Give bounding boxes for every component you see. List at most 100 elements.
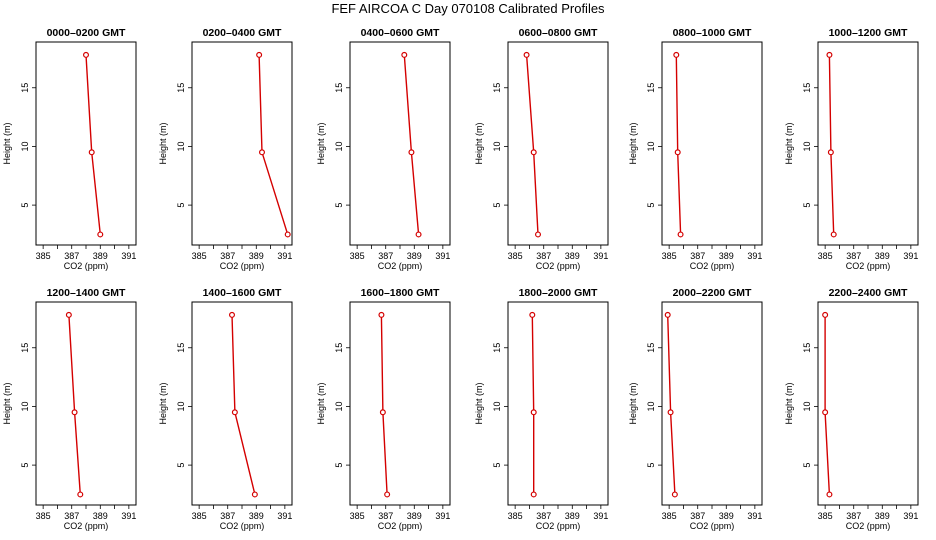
x-tick-label: 387 xyxy=(64,251,79,261)
data-point xyxy=(256,51,263,58)
y-axis-label: Height (m) xyxy=(784,382,794,424)
y-axis-label: Height (m) xyxy=(2,382,12,424)
y-tick-label: 15 xyxy=(20,343,30,353)
x-tick-label: 387 xyxy=(690,251,705,261)
plot-frame xyxy=(507,41,609,246)
x-tick-label: 391 xyxy=(593,511,608,521)
y-axis-label: Height (m) xyxy=(628,382,638,424)
y-tick-label: 10 xyxy=(646,141,656,151)
panel-10: 1800–2000 GMT 385 387 389 391 CO2 (ppm) 5 10 15 H… xyxy=(474,287,609,531)
plot-frame xyxy=(661,301,763,506)
x-tick-label: 385 xyxy=(662,511,677,521)
y-axis-label: Height (m) xyxy=(2,122,12,164)
x-axis-label: CO2 (ppm) xyxy=(846,261,891,271)
x-tick-label: 389 xyxy=(407,511,422,521)
data-point xyxy=(529,311,536,318)
x-tick-label: 389 xyxy=(93,251,108,261)
plot-frame xyxy=(817,301,919,506)
panel-title: 0800–1000 GMT xyxy=(673,27,752,39)
y-tick-label: 5 xyxy=(492,463,502,468)
panel-title: 1600–1800 GMT xyxy=(361,287,440,299)
x-tick-label: 391 xyxy=(277,251,292,261)
x-tick-label: 387 xyxy=(378,251,393,261)
x-axis-label: CO2 (ppm) xyxy=(220,261,265,271)
data-point xyxy=(827,149,834,156)
x-tick-label: 391 xyxy=(903,251,918,261)
y-tick-label: 5 xyxy=(802,463,812,468)
x-axis-label: CO2 (ppm) xyxy=(220,521,265,531)
panel-7: 1200–1400 GMT 385 387 389 391 CO2 (ppm) 5 10 15 H… xyxy=(2,287,137,531)
plot-frame xyxy=(191,301,293,506)
y-tick-label: 15 xyxy=(334,83,344,93)
x-axis-label: CO2 (ppm) xyxy=(536,261,581,271)
data-point xyxy=(77,491,84,498)
y-tick-label: 10 xyxy=(176,141,186,151)
y-tick-label: 10 xyxy=(802,141,812,151)
data-point xyxy=(88,149,95,156)
profile-line xyxy=(68,314,81,495)
panel-2: 0200–0400 GMT 385 387 389 391 CO2 (ppm) 5 10 15 H… xyxy=(158,27,293,271)
x-tick-label: 385 xyxy=(192,251,207,261)
x-tick-label: 387 xyxy=(690,511,705,521)
x-tick-label: 391 xyxy=(593,251,608,261)
y-axis-label: Height (m) xyxy=(784,122,794,164)
data-point xyxy=(664,311,671,318)
profile-line xyxy=(667,314,676,495)
x-tick-label: 387 xyxy=(220,511,235,521)
y-tick-label: 15 xyxy=(176,343,186,353)
y-tick-label: 5 xyxy=(646,463,656,468)
x-axis-label: CO2 (ppm) xyxy=(536,521,581,531)
profile-line xyxy=(85,54,101,235)
x-tick-label: 385 xyxy=(508,511,523,521)
x-tick-label: 389 xyxy=(249,251,264,261)
y-tick-label: 15 xyxy=(20,83,30,93)
panel-title: 1000–1200 GMT xyxy=(829,27,908,39)
y-tick-label: 10 xyxy=(334,401,344,411)
x-tick-label: 385 xyxy=(36,251,51,261)
x-tick-label: 391 xyxy=(435,511,450,521)
data-point xyxy=(523,51,530,58)
data-point xyxy=(401,51,408,58)
panel-title: 2000–2200 GMT xyxy=(673,287,752,299)
profile-line xyxy=(258,54,289,235)
data-point xyxy=(822,311,829,318)
y-tick-label: 10 xyxy=(334,141,344,151)
plot-frame xyxy=(507,301,609,506)
x-tick-label: 385 xyxy=(36,511,51,521)
data-point xyxy=(673,51,680,58)
profile-line xyxy=(675,54,682,235)
x-tick-label: 389 xyxy=(875,511,890,521)
data-point xyxy=(826,51,833,58)
data-point xyxy=(534,231,541,238)
panel-title: 0200–0400 GMT xyxy=(203,27,282,39)
panel-4: 0600–0800 GMT 385 387 389 391 CO2 (ppm) 5 10 15 H… xyxy=(474,27,609,271)
data-point xyxy=(415,231,422,238)
data-point xyxy=(822,409,829,416)
x-tick-label: 385 xyxy=(818,511,833,521)
panel-1: 0000–0200 GMT 385 387 389 391 CO2 (ppm) 5 10 15 H… xyxy=(2,27,137,271)
x-tick-label: 389 xyxy=(719,251,734,261)
x-tick-label: 389 xyxy=(407,251,422,261)
plot-frame xyxy=(349,301,451,506)
x-axis-label: CO2 (ppm) xyxy=(690,521,735,531)
x-tick-label: 387 xyxy=(846,511,861,521)
x-tick-label: 391 xyxy=(121,511,136,521)
data-point xyxy=(671,491,678,498)
x-tick-label: 389 xyxy=(249,511,264,521)
profile-line xyxy=(380,314,388,495)
x-tick-label: 389 xyxy=(565,511,580,521)
x-tick-label: 391 xyxy=(277,511,292,521)
data-point xyxy=(530,409,537,416)
y-tick-label: 5 xyxy=(20,463,30,468)
x-axis-label: CO2 (ppm) xyxy=(378,521,423,531)
y-tick-label: 15 xyxy=(492,343,502,353)
panel-title: 0600–0800 GMT xyxy=(519,27,598,39)
y-tick-label: 5 xyxy=(492,203,502,208)
x-tick-label: 387 xyxy=(536,251,551,261)
y-tick-label: 10 xyxy=(802,401,812,411)
panel-6: 1000–1200 GMT 385 387 389 391 CO2 (ppm) 5 10 15 H… xyxy=(784,27,919,271)
data-point xyxy=(674,149,681,156)
y-tick-label: 15 xyxy=(802,343,812,353)
x-tick-label: 385 xyxy=(662,251,677,261)
x-tick-label: 385 xyxy=(350,511,365,521)
